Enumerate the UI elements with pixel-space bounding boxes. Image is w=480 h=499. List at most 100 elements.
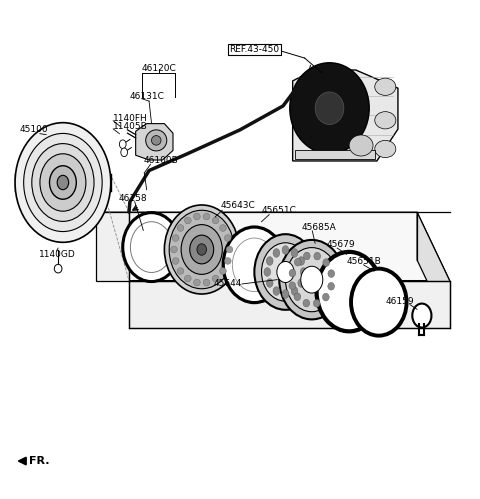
- Text: 46120C: 46120C: [141, 64, 176, 73]
- Ellipse shape: [54, 264, 62, 273]
- Ellipse shape: [164, 205, 239, 294]
- Polygon shape: [295, 150, 375, 159]
- Ellipse shape: [375, 140, 396, 158]
- Text: 46100B: 46100B: [144, 157, 179, 166]
- Ellipse shape: [57, 175, 69, 190]
- Ellipse shape: [152, 136, 161, 145]
- Ellipse shape: [294, 258, 301, 266]
- Ellipse shape: [190, 235, 214, 264]
- Text: 45643C: 45643C: [220, 201, 255, 210]
- Ellipse shape: [24, 133, 102, 232]
- Ellipse shape: [277, 261, 294, 282]
- Ellipse shape: [32, 144, 94, 222]
- Ellipse shape: [120, 140, 126, 149]
- Ellipse shape: [286, 248, 338, 312]
- Ellipse shape: [232, 238, 276, 291]
- Ellipse shape: [197, 244, 206, 255]
- Text: FR.: FR.: [29, 456, 50, 466]
- Ellipse shape: [328, 282, 335, 290]
- Ellipse shape: [375, 78, 396, 95]
- Ellipse shape: [289, 269, 296, 277]
- Text: REF.43-450: REF.43-450: [229, 45, 279, 54]
- Ellipse shape: [264, 267, 271, 276]
- Ellipse shape: [220, 267, 227, 274]
- Text: 46159: 46159: [385, 297, 414, 306]
- Ellipse shape: [123, 213, 180, 281]
- Ellipse shape: [146, 130, 167, 151]
- Ellipse shape: [323, 259, 330, 266]
- Text: 46158: 46158: [119, 194, 147, 203]
- Ellipse shape: [172, 257, 179, 264]
- Polygon shape: [96, 212, 129, 280]
- Ellipse shape: [273, 249, 280, 257]
- Ellipse shape: [303, 252, 310, 260]
- Ellipse shape: [282, 290, 289, 298]
- Text: 11405B: 11405B: [113, 122, 148, 131]
- Ellipse shape: [291, 249, 298, 257]
- Ellipse shape: [254, 234, 317, 310]
- Ellipse shape: [303, 299, 310, 307]
- Text: 1140FH: 1140FH: [113, 114, 148, 123]
- Text: 1140GD: 1140GD: [39, 250, 75, 259]
- Polygon shape: [129, 280, 450, 328]
- Ellipse shape: [294, 293, 301, 300]
- Ellipse shape: [298, 279, 305, 287]
- Ellipse shape: [121, 148, 128, 157]
- Ellipse shape: [266, 256, 273, 265]
- Polygon shape: [96, 212, 450, 280]
- Ellipse shape: [298, 256, 305, 265]
- Ellipse shape: [181, 225, 222, 274]
- Ellipse shape: [262, 243, 310, 301]
- Polygon shape: [293, 70, 398, 161]
- Ellipse shape: [328, 270, 335, 277]
- Ellipse shape: [315, 92, 344, 124]
- Ellipse shape: [226, 246, 233, 253]
- Ellipse shape: [15, 123, 111, 243]
- Ellipse shape: [301, 266, 323, 293]
- Ellipse shape: [351, 268, 407, 336]
- Ellipse shape: [220, 225, 227, 232]
- Ellipse shape: [193, 279, 200, 286]
- Ellipse shape: [184, 275, 191, 282]
- Ellipse shape: [49, 166, 76, 199]
- Ellipse shape: [317, 252, 382, 331]
- Ellipse shape: [225, 257, 231, 264]
- Ellipse shape: [314, 252, 321, 260]
- Text: 45651B: 45651B: [346, 257, 381, 266]
- Ellipse shape: [40, 154, 86, 211]
- Text: 45685A: 45685A: [301, 223, 336, 232]
- Text: 45644: 45644: [214, 279, 242, 288]
- Ellipse shape: [323, 293, 329, 301]
- Polygon shape: [136, 124, 173, 160]
- Text: 45100: 45100: [20, 125, 48, 134]
- Ellipse shape: [212, 217, 219, 224]
- Ellipse shape: [273, 287, 280, 295]
- Ellipse shape: [172, 235, 179, 242]
- Ellipse shape: [184, 217, 191, 224]
- Ellipse shape: [225, 235, 231, 242]
- Ellipse shape: [212, 275, 219, 282]
- Ellipse shape: [177, 225, 184, 232]
- Ellipse shape: [203, 213, 210, 220]
- Ellipse shape: [291, 287, 298, 295]
- Ellipse shape: [375, 112, 396, 129]
- Ellipse shape: [290, 63, 369, 154]
- Text: 46131C: 46131C: [129, 92, 164, 101]
- Polygon shape: [417, 212, 450, 328]
- Ellipse shape: [313, 299, 320, 307]
- Ellipse shape: [169, 210, 234, 289]
- Ellipse shape: [203, 279, 210, 286]
- Ellipse shape: [279, 240, 344, 319]
- Ellipse shape: [412, 303, 432, 327]
- Ellipse shape: [300, 267, 307, 276]
- Ellipse shape: [266, 279, 273, 287]
- Ellipse shape: [170, 246, 177, 253]
- Ellipse shape: [282, 246, 289, 254]
- Text: 45651C: 45651C: [262, 206, 297, 215]
- Ellipse shape: [223, 227, 286, 302]
- Ellipse shape: [131, 222, 172, 272]
- Ellipse shape: [289, 282, 296, 289]
- Ellipse shape: [177, 267, 184, 274]
- Ellipse shape: [349, 135, 373, 156]
- Text: 45679: 45679: [326, 240, 355, 249]
